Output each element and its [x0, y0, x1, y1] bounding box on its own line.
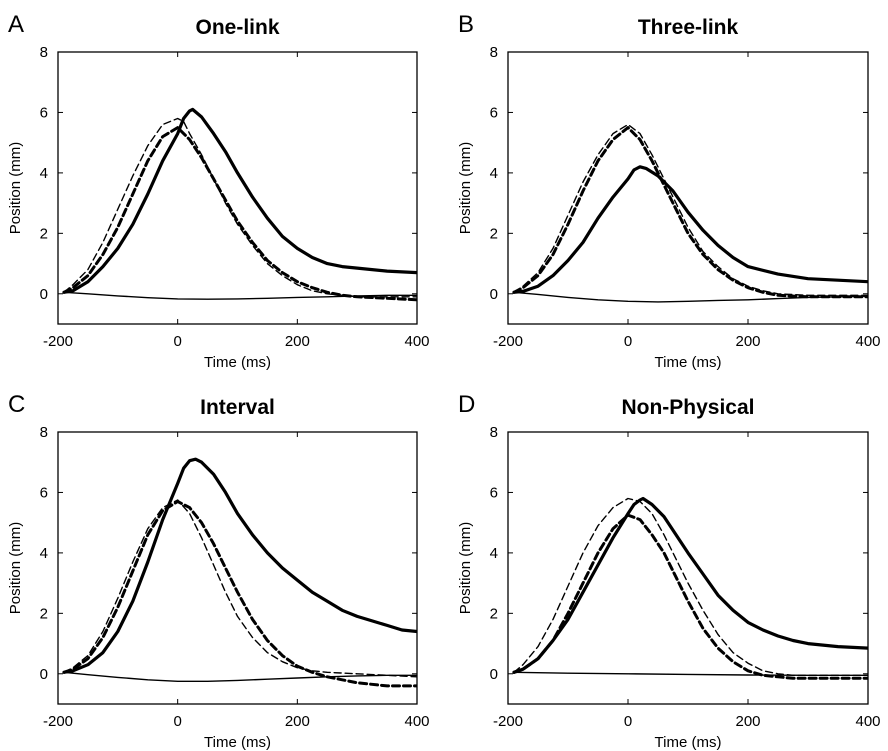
- series-line-solid-thick: [512, 165, 868, 294]
- panel-letter: A: [8, 11, 24, 38]
- x-axis-label: Time (ms): [204, 354, 271, 371]
- x-tick-label: 0: [624, 333, 632, 350]
- series-line-dashed-thick: [62, 126, 417, 302]
- x-tick-label: 400: [404, 333, 429, 350]
- chart-panel-d: 0 2 4 6 8 -200 0 200 400 D Non-Physical Time (ms) Po…: [457, 391, 881, 751]
- y-tick-label: 4: [490, 545, 498, 562]
- x-tick-label: -200: [493, 333, 523, 350]
- series-line-solid-thick: [512, 496, 868, 674]
- x-tick-label: 0: [173, 333, 181, 350]
- y-axis-label: Position (mm): [457, 142, 474, 235]
- chart-panel-b: 0 2 4 6 8 -200 0 200 400 B Three-link Time (ms) Posi…: [457, 11, 881, 371]
- x-tick-label: 200: [735, 333, 760, 350]
- x-axis-label: Time (ms): [655, 354, 722, 371]
- panel-letter: B: [458, 11, 474, 38]
- x-tick-label: -200: [43, 333, 73, 350]
- x-tick-label: -200: [493, 713, 523, 730]
- series-line-dashed-thick: [62, 500, 417, 688]
- series-line-solid-thin: [513, 671, 868, 676]
- x-axis-label: Time (ms): [204, 734, 271, 751]
- y-tick-label: 8: [40, 424, 48, 441]
- chart-panel-c: 0 2 4 6 8 -200 0 200 400 C Interval Time (ms) Positi…: [7, 391, 430, 751]
- y-tick-label: 6: [40, 104, 48, 121]
- y-tick-label: 8: [490, 44, 498, 61]
- plot-frame: [57, 431, 418, 705]
- y-tick-label: 0: [40, 286, 48, 303]
- series-line-solid-thin: [63, 671, 417, 682]
- x-tick-label: 200: [735, 713, 760, 730]
- y-tick-label: 4: [40, 545, 48, 562]
- y-tick-label: 8: [490, 424, 498, 441]
- y-tick-label: 6: [490, 104, 498, 121]
- series-line-solid-thin: [63, 291, 417, 300]
- x-tick-label: 400: [404, 713, 429, 730]
- x-tick-label: 200: [285, 713, 310, 730]
- y-tick-label: 2: [490, 605, 498, 622]
- x-tick-label: 0: [173, 713, 181, 730]
- x-tick-label: -200: [43, 713, 73, 730]
- series-line-dashed-thin: [63, 117, 417, 298]
- x-axis-label: Time (ms): [655, 734, 722, 751]
- series-line-dashed-thick: [512, 513, 868, 680]
- panel-title: One-link: [195, 16, 279, 39]
- plot-frame: [57, 51, 418, 325]
- series-line-dashed-thick: [512, 126, 868, 299]
- panel-letter: C: [8, 391, 25, 418]
- x-tick-label: 400: [855, 713, 880, 730]
- y-tick-label: 6: [40, 484, 48, 501]
- y-tick-label: 4: [40, 165, 48, 182]
- y-tick-label: 2: [40, 225, 48, 242]
- y-tick-label: 2: [490, 225, 498, 242]
- panel-title: Interval: [200, 396, 275, 419]
- y-tick-label: 4: [490, 165, 498, 182]
- y-tick-label: 0: [490, 666, 498, 683]
- x-tick-label: 200: [285, 333, 310, 350]
- y-axis-label: Position (mm): [7, 522, 24, 615]
- y-tick-label: 0: [40, 666, 48, 683]
- y-tick-label: 0: [490, 286, 498, 303]
- series-line-dashed-thin: [513, 497, 868, 676]
- y-tick-label: 2: [40, 605, 48, 622]
- series-line-solid-thick: [62, 457, 417, 674]
- plot-frame: [507, 431, 869, 705]
- panel-letter: D: [458, 391, 475, 418]
- y-tick-label: 6: [490, 484, 498, 501]
- panel-title: Three-link: [638, 16, 739, 39]
- series-line-dashed-thin: [63, 499, 417, 678]
- series-line-dashed-thin: [513, 123, 868, 296]
- y-axis-label: Position (mm): [7, 142, 24, 235]
- x-tick-label: 0: [624, 713, 632, 730]
- y-axis-label: Position (mm): [457, 522, 474, 615]
- y-tick-label: 8: [40, 44, 48, 61]
- chart-panel-a: 0 2 4 6 8 -200 0 200 400 A One-link Time (ms) Positi…: [7, 11, 430, 371]
- series-line-solid-thick: [62, 107, 417, 294]
- panel-title: Non-Physical: [621, 396, 754, 419]
- x-tick-label: 400: [855, 333, 880, 350]
- plot-frame: [507, 51, 869, 325]
